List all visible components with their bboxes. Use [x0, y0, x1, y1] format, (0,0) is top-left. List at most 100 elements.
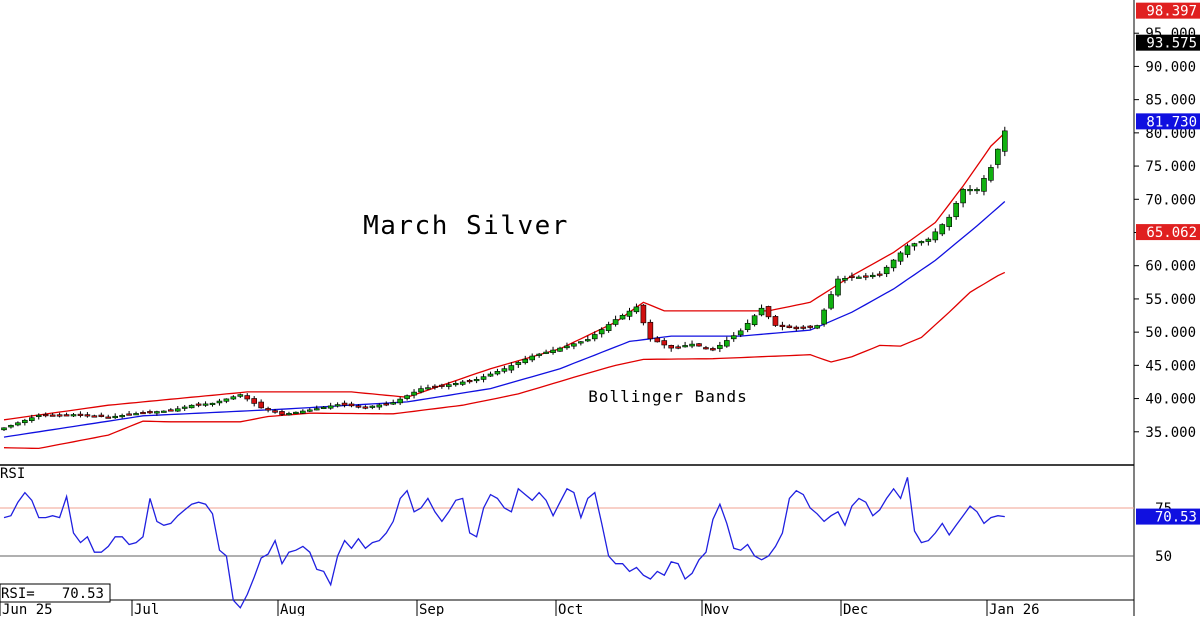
candle-body — [536, 353, 542, 356]
candle-body — [842, 278, 848, 281]
price-badge-last-value: 93.575 — [1146, 36, 1197, 52]
price-tick-label: 45.000 — [1145, 358, 1196, 374]
price-tick-label: 75.000 — [1145, 159, 1196, 175]
candle-body — [369, 405, 376, 408]
candle-body — [49, 414, 56, 417]
candle-body — [876, 273, 883, 276]
candle-body — [35, 414, 42, 417]
candle-body — [578, 341, 584, 344]
price-tick-label: 50.000 — [1145, 325, 1196, 341]
candle-body — [668, 345, 675, 349]
candle-body — [529, 355, 536, 361]
candle-body — [814, 325, 820, 329]
lower-band-line — [3, 271, 1006, 450]
candle-body — [98, 414, 105, 417]
time-tick-label: Jun 25 — [2, 602, 53, 616]
candle-body — [174, 408, 181, 412]
candle-body — [501, 368, 508, 372]
rsi-readout-box — [0, 583, 111, 603]
candle-body — [932, 231, 939, 241]
candle-body — [571, 343, 577, 347]
candle-body — [279, 411, 285, 415]
candle-body — [397, 398, 403, 404]
rsi-panel: 507570.53 — [0, 477, 1200, 609]
candle-body — [904, 245, 911, 255]
candle-body — [730, 335, 737, 340]
candle-body — [251, 398, 257, 404]
candle-body — [981, 178, 987, 192]
candle-body — [897, 252, 904, 262]
candle-body — [612, 319, 619, 325]
candle-body — [696, 343, 702, 347]
candle-body — [661, 340, 668, 346]
price-tick-label: 90.000 — [1145, 59, 1196, 75]
candle-body — [744, 322, 751, 330]
candle-body — [772, 316, 779, 326]
candle-body — [689, 343, 695, 347]
candle-body — [564, 345, 570, 349]
candle-body — [327, 405, 334, 409]
time-tick-label: Aug — [280, 602, 305, 616]
candle-body — [723, 340, 730, 347]
candle-body — [272, 410, 278, 413]
candle-body — [988, 167, 994, 181]
candle-body — [828, 294, 834, 309]
candle-body — [126, 413, 132, 416]
candle-body — [800, 326, 807, 329]
candle-body — [452, 382, 459, 386]
candle-body — [300, 410, 306, 414]
candle-body — [835, 278, 841, 296]
candle-body — [494, 371, 501, 375]
candle-body — [883, 266, 890, 275]
candle-body — [654, 337, 661, 343]
candle-body — [550, 349, 556, 353]
candle-body — [140, 412, 146, 415]
candle-body — [557, 347, 563, 352]
price-badge-last — [1136, 34, 1200, 51]
candle-body — [209, 402, 216, 406]
candle-body — [202, 403, 209, 406]
candle-body — [56, 414, 63, 417]
candle-body — [383, 403, 390, 406]
candle-body — [626, 310, 633, 317]
candle-body — [890, 259, 897, 269]
candle-body — [487, 373, 494, 377]
candle-body — [647, 321, 654, 340]
rsi-value-badge — [1136, 508, 1200, 525]
time-tick-label: Dec — [843, 602, 868, 616]
candle-body — [390, 402, 397, 405]
candle-body — [939, 224, 946, 235]
price-tick-label: 60.000 — [1145, 259, 1196, 275]
candle-body — [807, 325, 814, 328]
candle-body — [849, 275, 855, 278]
candle-body — [223, 398, 230, 402]
candle-body — [147, 411, 153, 414]
price-badge-upper — [1136, 2, 1200, 19]
rsi-line — [3, 477, 1005, 609]
candle-body — [306, 409, 313, 412]
candle-body — [737, 330, 744, 336]
candle-body — [404, 395, 410, 399]
candle-body — [605, 324, 612, 331]
candle-body — [293, 411, 299, 414]
time-tick-label: Sep — [419, 602, 444, 616]
candle-body — [967, 189, 973, 192]
middle-band-line — [3, 201, 1006, 438]
chart-title: March Silver — [363, 211, 569, 241]
candle-body — [751, 315, 758, 326]
candle-body — [70, 414, 77, 417]
candle-body — [793, 326, 800, 330]
candle-body — [119, 415, 125, 418]
candle-body — [188, 404, 195, 409]
candlestick-series — [1, 126, 1008, 431]
candle-body — [918, 241, 925, 244]
price-tick-label: 85.000 — [1145, 93, 1196, 109]
price-badge-middle — [1136, 113, 1200, 130]
time-tick-label: Oct — [558, 602, 583, 616]
candle-body — [925, 238, 932, 242]
candle-body — [244, 395, 251, 400]
candle-body — [15, 422, 21, 426]
candle-body — [362, 406, 369, 409]
